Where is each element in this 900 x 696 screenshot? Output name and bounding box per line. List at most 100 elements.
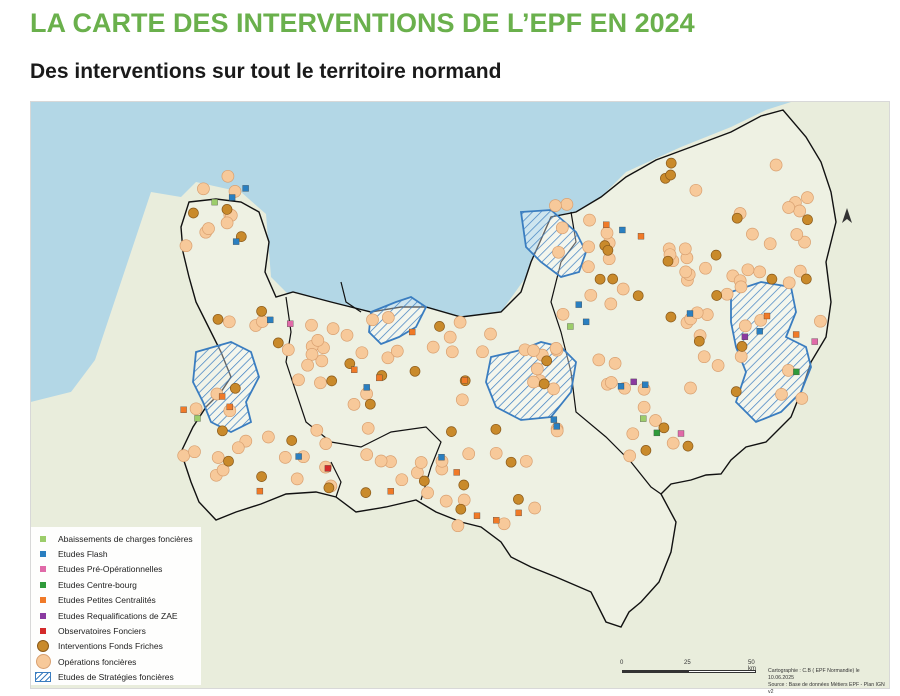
study-marker[interactable] xyxy=(287,320,294,327)
operation-fonciere-marker[interactable] xyxy=(793,264,807,278)
fonds-friches-marker[interactable] xyxy=(632,290,644,302)
operation-fonciere-marker[interactable] xyxy=(220,216,234,230)
operation-fonciere-marker[interactable] xyxy=(211,451,225,464)
operation-fonciere-marker[interactable] xyxy=(445,345,459,359)
fonds-friches-marker[interactable] xyxy=(802,214,813,226)
operation-fonciere-marker[interactable] xyxy=(697,350,711,364)
operation-fonciere-marker[interactable] xyxy=(414,456,428,469)
study-marker[interactable] xyxy=(515,509,522,517)
study-marker[interactable] xyxy=(637,233,645,240)
operation-fonciere-marker[interactable] xyxy=(305,348,319,361)
operation-fonciere-marker[interactable] xyxy=(798,235,811,249)
operation-fonciere-marker[interactable] xyxy=(381,311,395,324)
study-marker[interactable] xyxy=(387,488,394,495)
operation-fonciere-marker[interactable] xyxy=(484,327,497,341)
operation-fonciere-marker[interactable] xyxy=(549,199,562,212)
operation-fonciere-marker[interactable] xyxy=(453,315,467,329)
study-marker[interactable] xyxy=(792,331,800,338)
operation-fonciere-marker[interactable] xyxy=(782,364,795,377)
study-marker[interactable] xyxy=(473,512,481,519)
fonds-friches-marker[interactable] xyxy=(658,422,670,434)
fonds-friches-marker[interactable] xyxy=(766,273,778,285)
study-marker[interactable] xyxy=(256,487,264,495)
operation-fonciere-marker[interactable] xyxy=(381,351,395,365)
study-marker[interactable] xyxy=(363,384,370,391)
operation-fonciere-marker[interactable] xyxy=(216,463,230,477)
fonds-friches-marker[interactable] xyxy=(229,382,241,394)
study-marker[interactable] xyxy=(218,393,226,400)
operation-fonciere-marker[interactable] xyxy=(390,344,404,358)
operation-fonciere-marker[interactable] xyxy=(560,198,574,211)
operation-fonciere-marker[interactable] xyxy=(608,357,622,370)
fonds-friches-marker[interactable] xyxy=(286,435,298,446)
fonds-friches-marker[interactable] xyxy=(223,455,234,467)
operation-fonciere-marker[interactable] xyxy=(623,449,637,463)
fonds-friches-marker[interactable] xyxy=(418,475,430,487)
fonds-friches-marker[interactable] xyxy=(221,204,233,215)
operation-fonciere-marker[interactable] xyxy=(395,473,409,487)
study-marker[interactable] xyxy=(211,198,218,206)
fonds-friches-marker[interactable] xyxy=(256,471,267,482)
operation-fonciere-marker[interactable] xyxy=(301,358,314,372)
study-marker[interactable] xyxy=(453,469,460,476)
fonds-friches-marker[interactable] xyxy=(665,157,677,169)
operation-fonciere-marker[interactable] xyxy=(340,328,354,342)
study-marker[interactable] xyxy=(242,185,249,192)
operation-fonciere-marker[interactable] xyxy=(319,437,333,450)
fonds-friches-marker[interactable] xyxy=(409,365,421,377)
fonds-friches-marker[interactable] xyxy=(217,425,228,437)
fonds-friches-marker[interactable] xyxy=(212,313,224,325)
fonds-friches-marker[interactable] xyxy=(731,212,743,224)
operation-fonciere-marker[interactable] xyxy=(222,315,236,329)
fonds-friches-marker[interactable] xyxy=(711,290,723,301)
fonds-friches-marker[interactable] xyxy=(490,423,502,435)
operation-fonciere-marker[interactable] xyxy=(281,343,295,357)
study-marker[interactable] xyxy=(741,333,749,340)
study-marker[interactable] xyxy=(793,368,800,376)
study-marker[interactable] xyxy=(232,238,240,245)
fonds-friches-marker[interactable] xyxy=(541,355,553,367)
fonds-friches-marker[interactable] xyxy=(682,440,694,452)
operation-fonciere-marker[interactable] xyxy=(734,350,748,363)
operation-fonciere-marker[interactable] xyxy=(361,421,375,435)
operation-fonciere-marker[interactable] xyxy=(753,265,767,279)
study-marker[interactable] xyxy=(228,194,236,201)
operation-fonciere-marker[interactable] xyxy=(527,344,540,357)
study-marker[interactable] xyxy=(575,301,582,308)
fonds-friches-marker[interactable] xyxy=(326,375,338,387)
study-marker[interactable] xyxy=(324,465,332,472)
operation-fonciere-marker[interactable] xyxy=(426,340,440,354)
operation-fonciere-marker[interactable] xyxy=(347,398,361,411)
operation-fonciere-marker[interactable] xyxy=(699,261,712,275)
operation-fonciere-marker[interactable] xyxy=(583,213,596,227)
operation-fonciere-marker[interactable] xyxy=(556,307,570,321)
operation-fonciere-marker[interactable] xyxy=(443,330,457,344)
operation-fonciere-marker[interactable] xyxy=(616,282,630,296)
operation-fonciere-marker[interactable] xyxy=(793,204,807,218)
operation-fonciere-marker[interactable] xyxy=(741,263,755,277)
study-marker[interactable] xyxy=(351,366,358,373)
operation-fonciere-marker[interactable] xyxy=(592,353,606,367)
operation-fonciere-marker[interactable] xyxy=(315,354,329,368)
operation-fonciere-marker[interactable] xyxy=(584,288,598,302)
operation-fonciere-marker[interactable] xyxy=(711,359,725,372)
fonds-friches-marker[interactable] xyxy=(693,335,705,347)
operation-fonciere-marker[interactable] xyxy=(360,448,374,461)
operation-fonciere-marker[interactable] xyxy=(197,182,210,196)
operation-fonciere-marker[interactable] xyxy=(292,373,305,387)
operation-fonciere-marker[interactable] xyxy=(679,265,693,279)
strategy-zone[interactable] xyxy=(519,209,587,278)
operation-fonciere-marker[interactable] xyxy=(366,313,379,327)
study-marker[interactable] xyxy=(295,453,302,460)
operation-fonciere-marker[interactable] xyxy=(455,393,469,407)
fonds-friches-marker[interactable] xyxy=(730,386,742,397)
operation-fonciere-marker[interactable] xyxy=(604,297,618,311)
study-marker[interactable] xyxy=(267,316,274,324)
operation-fonciere-marker[interactable] xyxy=(790,228,804,241)
operation-fonciere-marker[interactable] xyxy=(221,169,235,183)
operation-fonciere-marker[interactable] xyxy=(290,472,304,486)
operation-fonciere-marker[interactable] xyxy=(763,237,777,251)
operation-fonciere-marker[interactable] xyxy=(582,260,595,274)
operation-fonciere-marker[interactable] xyxy=(720,287,734,301)
operation-fonciere-marker[interactable] xyxy=(497,517,511,531)
